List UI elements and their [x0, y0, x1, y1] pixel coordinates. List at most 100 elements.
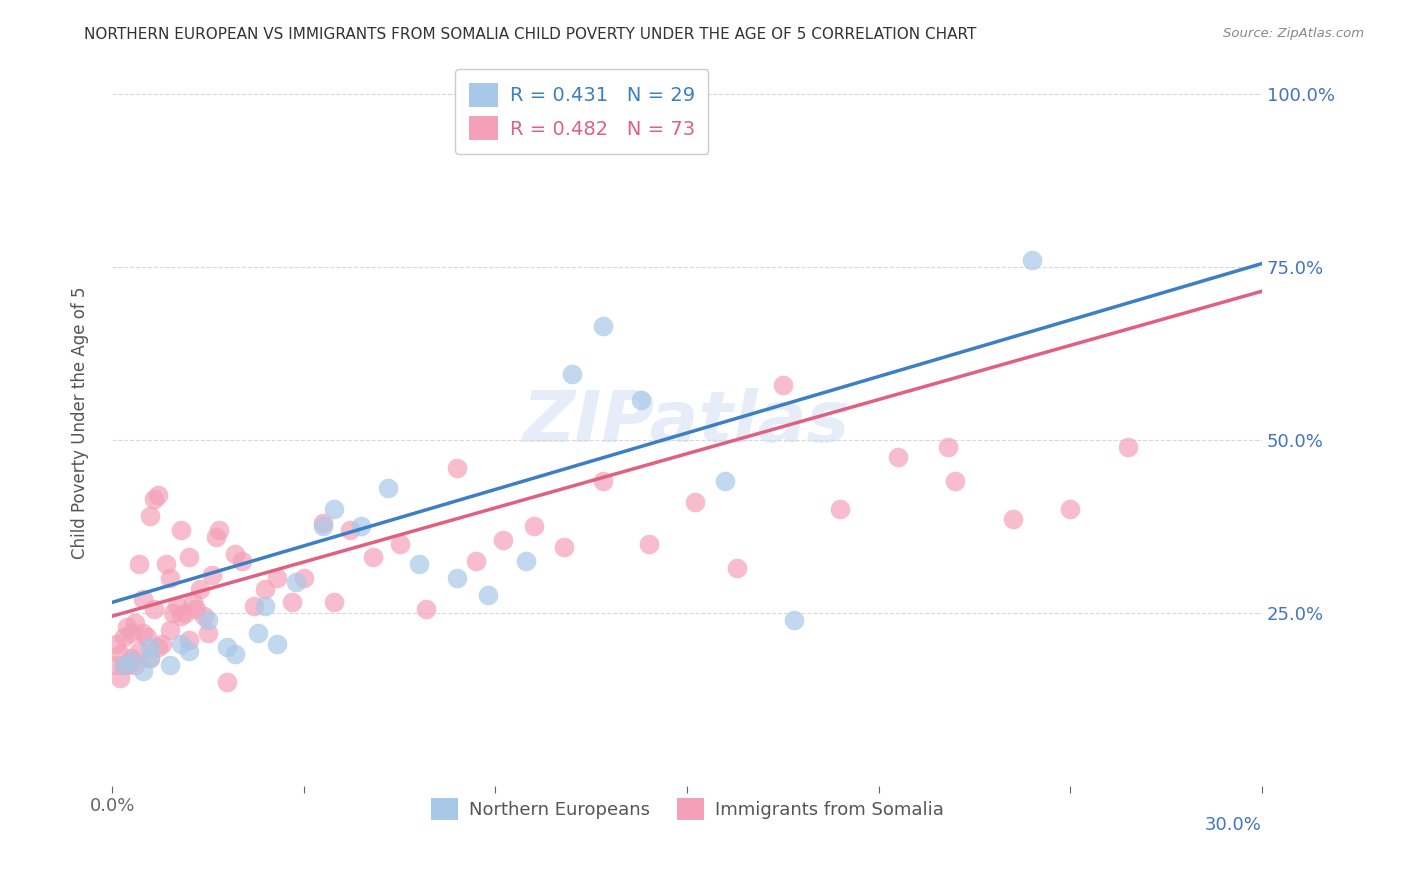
- Point: [162, 606, 184, 620]
- Point: [217, 640, 239, 655]
- Point: [181, 595, 204, 609]
- Point: [783, 613, 806, 627]
- Point: [350, 519, 373, 533]
- Point: [128, 644, 150, 658]
- Point: [492, 533, 515, 548]
- Point: [155, 558, 177, 572]
- Point: [186, 602, 208, 616]
- Point: [139, 650, 162, 665]
- Point: [446, 571, 468, 585]
- Point: [1001, 512, 1024, 526]
- Point: [197, 613, 219, 627]
- Point: [936, 440, 959, 454]
- Point: [104, 637, 127, 651]
- Point: [120, 626, 142, 640]
- Point: [117, 619, 139, 633]
- Point: [108, 647, 131, 661]
- Point: [112, 657, 135, 672]
- Point: [124, 657, 146, 672]
- Point: [285, 574, 308, 589]
- Point: [132, 591, 155, 606]
- Point: [1021, 253, 1043, 268]
- Point: [188, 582, 211, 596]
- Point: [143, 602, 166, 616]
- Point: [446, 460, 468, 475]
- Point: [146, 488, 169, 502]
- Point: [208, 523, 231, 537]
- Point: [477, 589, 499, 603]
- Point: [683, 495, 706, 509]
- Point: [146, 640, 169, 655]
- Point: [177, 644, 200, 658]
- Point: [108, 672, 131, 686]
- Point: [132, 665, 155, 679]
- Point: [170, 523, 193, 537]
- Y-axis label: Child Poverty Under the Age of 5: Child Poverty Under the Age of 5: [72, 286, 89, 558]
- Point: [139, 508, 162, 523]
- Point: [246, 626, 269, 640]
- Point: [224, 647, 246, 661]
- Point: [830, 502, 852, 516]
- Point: [254, 582, 277, 596]
- Point: [377, 481, 399, 495]
- Point: [1116, 440, 1139, 454]
- Point: [120, 650, 142, 665]
- Point: [254, 599, 277, 613]
- Point: [117, 657, 139, 672]
- Point: [139, 640, 162, 655]
- Point: [630, 392, 652, 407]
- Legend: Northern Europeans, Immigrants from Somalia: Northern Europeans, Immigrants from Soma…: [423, 791, 950, 828]
- Point: [135, 630, 157, 644]
- Point: [177, 550, 200, 565]
- Point: [231, 554, 253, 568]
- Point: [1059, 502, 1081, 516]
- Point: [166, 599, 188, 613]
- Point: [112, 657, 135, 672]
- Point: [943, 475, 966, 489]
- Point: [139, 650, 162, 665]
- Point: [243, 599, 266, 613]
- Point: [159, 657, 181, 672]
- Point: [323, 595, 346, 609]
- Point: [561, 367, 583, 381]
- Point: [281, 595, 304, 609]
- Point: [592, 318, 614, 333]
- Point: [120, 654, 142, 668]
- Text: Source: ZipAtlas.com: Source: ZipAtlas.com: [1223, 27, 1364, 40]
- Point: [553, 540, 575, 554]
- Point: [266, 637, 288, 651]
- Point: [193, 609, 215, 624]
- Point: [887, 450, 910, 464]
- Point: [266, 571, 288, 585]
- Point: [408, 558, 430, 572]
- Point: [159, 623, 181, 637]
- Point: [143, 491, 166, 506]
- Point: [204, 530, 226, 544]
- Point: [197, 626, 219, 640]
- Point: [415, 602, 437, 616]
- Point: [104, 657, 127, 672]
- Text: 30.0%: 30.0%: [1205, 816, 1263, 834]
- Point: [592, 475, 614, 489]
- Point: [170, 637, 193, 651]
- Point: [174, 606, 197, 620]
- Point: [323, 502, 346, 516]
- Point: [339, 523, 361, 537]
- Point: [217, 674, 239, 689]
- Point: [465, 554, 488, 568]
- Point: [132, 626, 155, 640]
- Point: [177, 633, 200, 648]
- Point: [128, 558, 150, 572]
- Point: [124, 616, 146, 631]
- Text: NORTHERN EUROPEAN VS IMMIGRANTS FROM SOMALIA CHILD POVERTY UNDER THE AGE OF 5 CO: NORTHERN EUROPEAN VS IMMIGRANTS FROM SOM…: [84, 27, 977, 42]
- Point: [201, 567, 224, 582]
- Point: [637, 536, 659, 550]
- Point: [112, 630, 135, 644]
- Point: [170, 609, 193, 624]
- Point: [159, 571, 181, 585]
- Point: [772, 377, 794, 392]
- Point: [388, 536, 411, 550]
- Point: [224, 547, 246, 561]
- Point: [312, 519, 335, 533]
- Point: [714, 475, 737, 489]
